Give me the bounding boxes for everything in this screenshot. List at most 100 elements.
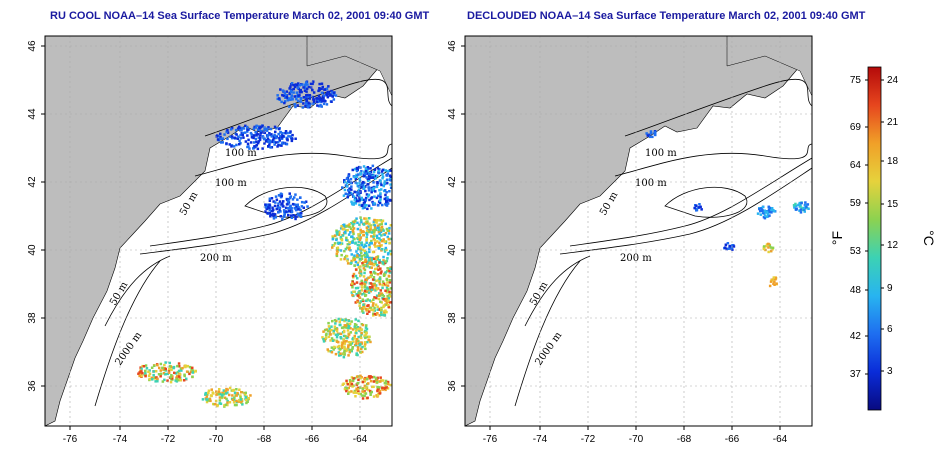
x-tick-label: -66 xyxy=(725,434,740,445)
sst-pixel xyxy=(381,280,385,283)
sst-pixel xyxy=(386,257,389,260)
sst-pixel xyxy=(352,391,356,394)
sst-pixel xyxy=(339,318,343,321)
sst-pixel xyxy=(727,247,730,250)
sst-pixel xyxy=(366,308,370,311)
sst-pixel xyxy=(246,125,249,129)
sst-pixel xyxy=(376,240,379,243)
sst-pixel xyxy=(204,393,207,396)
sst-pixel xyxy=(343,257,346,261)
sst-pixel xyxy=(211,391,214,394)
sst-pixel xyxy=(294,193,297,196)
sst-pixel xyxy=(381,168,385,172)
sst-pixel xyxy=(191,371,194,374)
fahrenheit-tick-label: 69 xyxy=(850,122,862,133)
sst-pixel xyxy=(344,247,348,251)
sst-pixel xyxy=(385,191,388,194)
sst-pixel xyxy=(177,362,181,365)
sst-pixel xyxy=(283,210,286,213)
sst-pixel xyxy=(385,286,389,289)
map-border xyxy=(44,35,393,427)
sst-pixel xyxy=(362,185,365,188)
sst-pixel xyxy=(288,192,291,195)
sst-pixel xyxy=(301,106,305,109)
sst-pixel xyxy=(353,254,356,257)
sst-pixel xyxy=(384,379,388,383)
sst-pixel xyxy=(339,227,343,230)
sst-pixel xyxy=(273,143,276,146)
sst-pixel xyxy=(256,141,260,145)
sst-pixel xyxy=(359,343,362,346)
sst-patch xyxy=(341,164,393,211)
sst-pixel xyxy=(364,281,367,284)
sst-pixel xyxy=(374,241,377,245)
fahrenheit-tick-label: 48 xyxy=(850,285,862,296)
sst-pixel xyxy=(371,304,375,307)
sst-pixel xyxy=(351,168,354,172)
sst-pixel xyxy=(297,208,300,211)
sst-pixel xyxy=(361,394,364,397)
sst-pixel xyxy=(354,329,358,333)
sst-pixel xyxy=(374,284,378,287)
sst-pixel xyxy=(223,391,226,394)
sst-pixel xyxy=(338,344,341,348)
sst-pixel xyxy=(305,87,309,91)
sst-pixel xyxy=(352,377,355,380)
sst-pixel xyxy=(354,301,357,304)
sst-pixel xyxy=(357,192,360,195)
sst-pixel xyxy=(360,241,363,244)
sst-pixel xyxy=(386,178,389,181)
sst-pixel xyxy=(298,84,302,87)
sst-pixel xyxy=(322,99,326,102)
sst-pixel xyxy=(369,393,372,396)
sst-pixel xyxy=(344,386,347,390)
sst-pixel xyxy=(144,372,147,375)
sst-pixel xyxy=(221,394,224,397)
sst-pixel xyxy=(362,275,366,278)
sst-pixel xyxy=(212,402,215,406)
sst-pixel xyxy=(384,169,387,172)
bathymetry-contour xyxy=(664,186,748,218)
sst-pixel xyxy=(259,136,262,140)
sst-pixel xyxy=(265,207,269,211)
contour-label: 100 m xyxy=(215,178,247,189)
sst-pixel xyxy=(382,273,386,276)
sst-pixel xyxy=(343,225,347,228)
sst-pixel xyxy=(384,231,388,235)
bathymetry-contour xyxy=(94,260,161,407)
sst-pixel xyxy=(207,391,210,394)
sst-pixel xyxy=(205,400,209,404)
sst-pixel xyxy=(359,374,362,378)
sst-pixel xyxy=(802,208,806,211)
sst-pixel xyxy=(380,313,383,317)
sst-pixel xyxy=(296,84,299,87)
sst-pixel xyxy=(355,340,358,343)
sst-pixel xyxy=(367,291,371,294)
sst-pixel xyxy=(331,91,334,94)
sst-pixel xyxy=(269,213,272,216)
fahrenheit-tick-label: 59 xyxy=(850,198,862,209)
sst-pixel xyxy=(330,328,333,332)
sst-pixel xyxy=(327,321,330,325)
sst-pixel xyxy=(365,261,369,265)
sst-pixel xyxy=(353,237,356,241)
sst-pixel xyxy=(372,276,376,279)
sst-pixel xyxy=(362,233,365,237)
sst-pixel xyxy=(339,347,342,351)
sst-pixel xyxy=(312,100,316,103)
sst-pixel xyxy=(355,167,359,170)
sst-pixel xyxy=(350,241,354,244)
sst-pixel xyxy=(280,137,284,140)
sst-pixel xyxy=(183,373,186,376)
sst-pixel xyxy=(283,215,286,218)
sst-pixel xyxy=(378,237,381,240)
sst-pixel xyxy=(376,389,379,393)
sst-pixel xyxy=(380,220,384,224)
sst-pixel xyxy=(279,135,282,138)
sst-pixel xyxy=(266,203,269,207)
sst-pixel xyxy=(359,335,362,338)
sst-pixel xyxy=(354,376,357,380)
sst-pixel xyxy=(208,397,212,401)
sst-pixel xyxy=(223,404,226,407)
sst-pixel xyxy=(332,332,335,335)
